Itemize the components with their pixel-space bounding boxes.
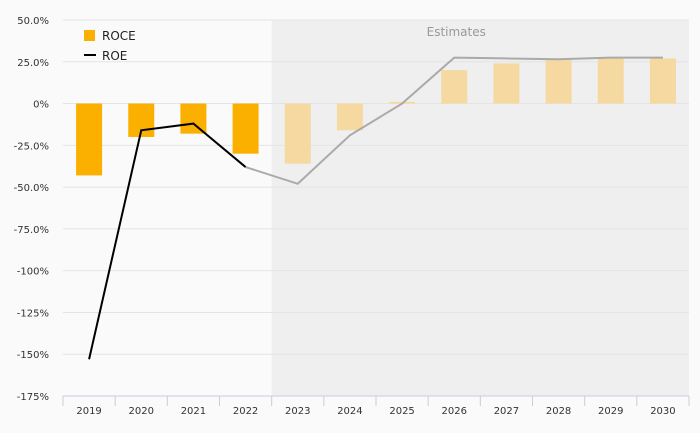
x-tick-label: 2030 xyxy=(650,406,675,417)
x-tick-label: 2024 xyxy=(337,406,362,417)
roe-line-actual xyxy=(88,122,247,360)
x-axis: 2019 2020 2021 2022 2023 2024 2025 2026 2027 2028… xyxy=(62,395,690,417)
y-tick-label: -75.0% xyxy=(14,225,49,236)
x-tick-label: 2026 xyxy=(442,406,467,417)
y-tick-label: -150% xyxy=(17,350,49,361)
y-tick-label: 0% xyxy=(33,100,49,111)
legend-roe-label: ROE xyxy=(102,49,127,63)
y-tick-label: -25.0% xyxy=(14,141,49,152)
roce-bars xyxy=(76,58,676,176)
estimates-band xyxy=(271,20,689,396)
x-tick-label: 2023 xyxy=(285,406,310,417)
roce-bar xyxy=(284,103,311,164)
x-tick-label: 2027 xyxy=(494,406,519,417)
x-tick-label: 2019 xyxy=(76,406,101,417)
roe-lines xyxy=(88,56,663,360)
x-tick-label: 2028 xyxy=(546,406,571,417)
roce-bar xyxy=(180,103,207,134)
x-tick-label: 2025 xyxy=(389,406,414,417)
x-tick-label: 2029 xyxy=(598,406,623,417)
legend: ROCE ROE xyxy=(84,29,136,63)
legend-roce-swatch xyxy=(84,30,95,41)
roce-bar xyxy=(441,70,468,104)
roce-bar xyxy=(545,60,572,104)
y-tick-label: -100% xyxy=(17,267,49,278)
roce-bar xyxy=(649,58,676,104)
x-tick-label: 2022 xyxy=(233,406,258,417)
x-tick-label: 2021 xyxy=(181,406,206,417)
y-tick-label: 50.0% xyxy=(17,16,49,27)
y-axis-ticks: 50.0% 25.0% 0% -25.0% -50.0% -75.0% -100% -125%… xyxy=(14,16,49,403)
roce-bar xyxy=(597,58,624,104)
y-tick-label: -125% xyxy=(17,308,49,319)
y-tick-label: -50.0% xyxy=(14,183,49,194)
roce-bar xyxy=(336,103,363,131)
roce-bar xyxy=(232,103,259,154)
roce-bar xyxy=(76,103,103,176)
y-tick-label: -175% xyxy=(17,392,49,403)
y-tick-label: 25.0% xyxy=(17,58,49,69)
roe-line-estimate xyxy=(245,56,663,185)
x-tick-label: 2020 xyxy=(129,406,154,417)
roce-bar xyxy=(493,63,520,104)
estimates-label: Estimates xyxy=(427,25,486,39)
legend-roce-label: ROCE xyxy=(102,29,136,43)
